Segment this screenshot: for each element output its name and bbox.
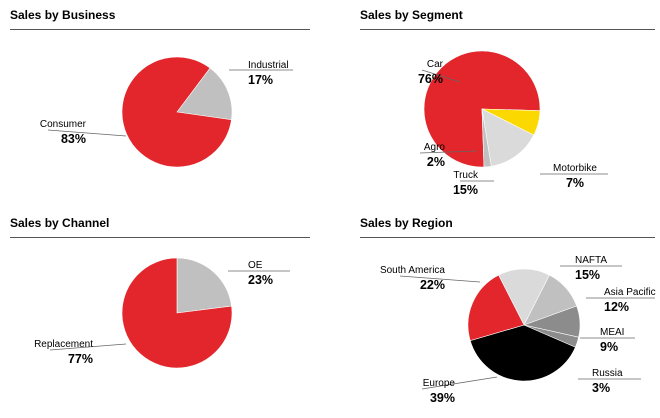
chart-title: Sales by Segment bbox=[360, 8, 463, 22]
pie-chart-segment: Car 76% Motorbike 7% Truck 15% Agro 2% bbox=[418, 50, 608, 197]
chart-title: Sales by Region bbox=[360, 216, 453, 230]
slice-percent-europe: 39% bbox=[430, 391, 455, 405]
leader-line-consumer bbox=[47, 129, 127, 137]
leader-line-south-america bbox=[399, 275, 481, 283]
pie-slice-consumer bbox=[121, 56, 232, 168]
slice-label-oe: OE bbox=[248, 260, 263, 271]
slice-percent-russia: 3% bbox=[592, 381, 610, 395]
slice-percent-oe: 23% bbox=[248, 273, 273, 287]
slice-percent-consumer: 83% bbox=[61, 132, 86, 146]
slice-label-consumer: Consumer bbox=[40, 119, 87, 130]
slice-label-replacement: Replacement bbox=[34, 339, 93, 350]
title-rule bbox=[10, 237, 310, 238]
slice-percent-truck: 15% bbox=[453, 183, 478, 197]
leader-line-europe bbox=[421, 376, 498, 390]
slice-percent-south-america: 22% bbox=[420, 278, 445, 292]
slice-label-south-america: South America bbox=[380, 265, 445, 276]
slice-label-agro: Agro bbox=[424, 142, 446, 153]
slice-percent-motorbike: 7% bbox=[566, 176, 584, 190]
title-rule bbox=[360, 237, 655, 238]
slice-label-truck: Truck bbox=[453, 170, 479, 181]
pie-slice-oe bbox=[176, 257, 232, 314]
slice-label-europe: Europe bbox=[423, 378, 456, 389]
pie-slice-agro bbox=[481, 108, 492, 168]
panel-sales-by-channel: Sales by Channel OE 23% Replacement 77% bbox=[10, 216, 330, 416]
title-rule bbox=[10, 29, 310, 30]
pie-slice-industrial bbox=[176, 67, 233, 121]
panel-sales-by-region: Sales by Region NAFTA 15% Asia Pacific 12% M… bbox=[360, 216, 660, 416]
slice-label-nafta: NAFTA bbox=[575, 255, 607, 266]
pie-slice-europe bbox=[469, 324, 576, 382]
slice-percent-agro: 2% bbox=[427, 155, 445, 169]
pie-chart-region: NAFTA 15% Asia Pacific 12% MEAI 9% Russia 3% Eur… bbox=[380, 255, 656, 405]
pie-chart-channel: OE 23% Replacement 77% bbox=[34, 257, 290, 369]
slice-percent-asia-pacific: 12% bbox=[604, 300, 629, 314]
leader-line-agro bbox=[419, 150, 478, 154]
slice-percent-nafta: 15% bbox=[575, 268, 600, 282]
pie-slice-truck bbox=[481, 108, 535, 167]
leader-line-replacement bbox=[49, 343, 127, 351]
slice-label-industrial: Industrial bbox=[248, 60, 289, 71]
slice-percent-meai: 9% bbox=[600, 340, 618, 354]
chart-title: Sales by Channel bbox=[10, 216, 110, 230]
slice-label-asia-pacific: Asia Pacific bbox=[604, 287, 656, 298]
panel-sales-by-segment: Sales by Segment Car 76% Motorbike 7% Truck 1… bbox=[360, 8, 660, 208]
pie-chart-business: Industrial 17% Consumer 83% bbox=[40, 56, 293, 168]
pie-slice-south-america bbox=[467, 274, 525, 341]
chart-title: Sales by Business bbox=[10, 8, 116, 22]
slice-percent-car: 76% bbox=[418, 72, 443, 86]
pie-slice-nafta bbox=[498, 268, 550, 326]
title-rule bbox=[360, 29, 655, 30]
slice-label-motorbike: Motorbike bbox=[553, 163, 597, 174]
panel-sales-by-business: Sales by Business Industrial 17% Consumer 8… bbox=[10, 8, 330, 208]
slice-label-meai: MEAI bbox=[600, 327, 624, 338]
pie-slice-replacement bbox=[121, 257, 233, 369]
slice-percent-replacement: 77% bbox=[68, 352, 93, 366]
slice-percent-industrial: 17% bbox=[248, 73, 273, 87]
slice-label-car: Car bbox=[427, 59, 444, 70]
leader-line-car bbox=[421, 69, 461, 83]
slice-label-russia: Russia bbox=[592, 368, 623, 379]
